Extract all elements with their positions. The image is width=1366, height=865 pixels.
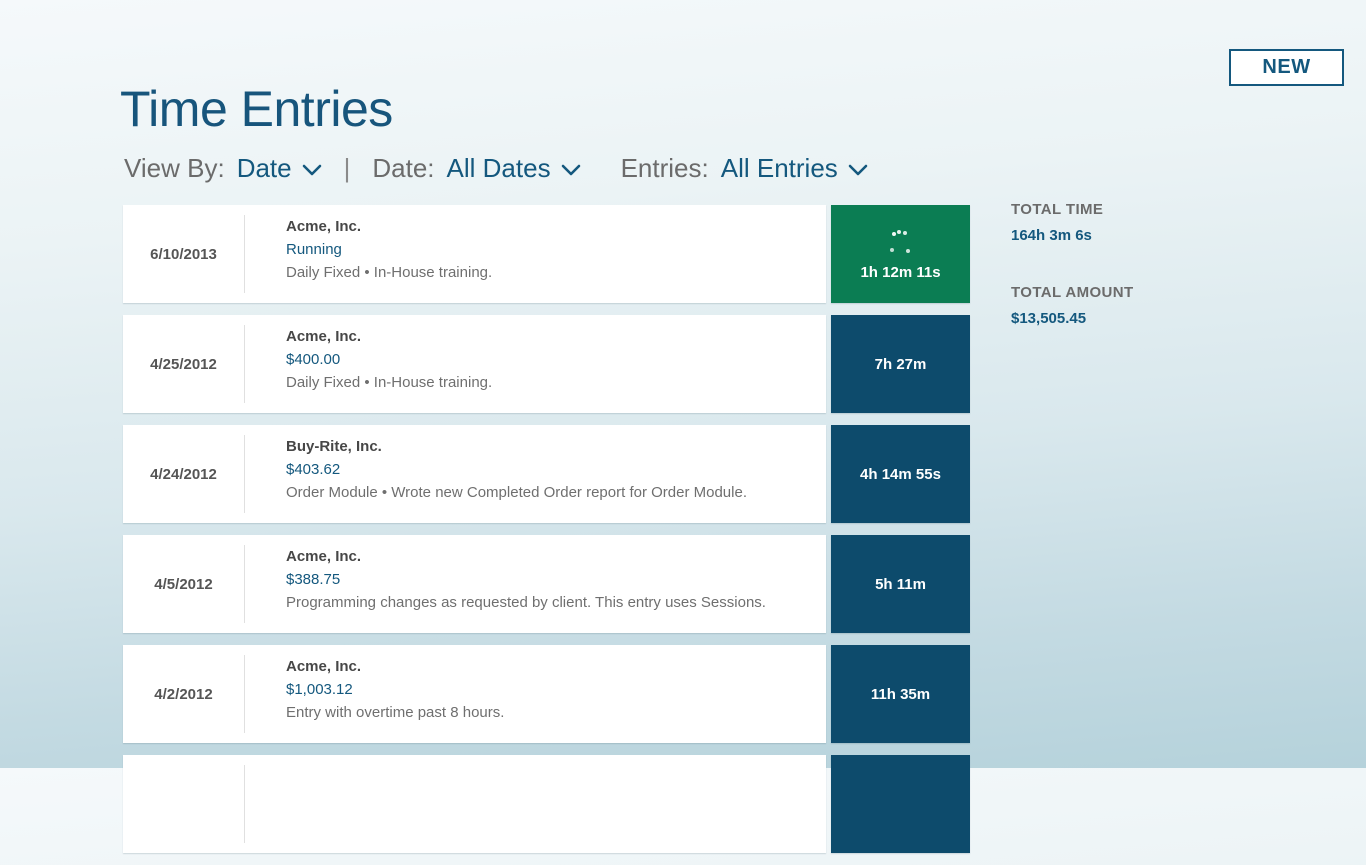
progress-ring-spinner bbox=[886, 228, 916, 258]
entry-date-column bbox=[123, 765, 245, 843]
entry-details: Acme, Inc. $388.75 Programming changes a… bbox=[245, 535, 782, 633]
entry-card[interactable]: 4/24/2012 Buy-Rite, Inc. $403.62 Order M… bbox=[123, 425, 826, 523]
filter-separator: | bbox=[343, 152, 351, 183]
entry-amount: $1,003.12 bbox=[286, 681, 353, 698]
entries-filter-value: All Entries bbox=[720, 152, 838, 183]
time-entry-row: 4/2/2012 Acme, Inc. $1,003.12 Entry with… bbox=[123, 645, 970, 743]
entries-filter-label: Entries: bbox=[620, 152, 709, 183]
entries-filter: Entries: All Entries bbox=[621, 153, 868, 184]
entry-date-column: 4/5/2012 bbox=[123, 545, 245, 623]
view-by-label: View By: bbox=[124, 152, 225, 183]
chevron-down-icon bbox=[848, 164, 868, 176]
entry-date-column: 4/25/2012 bbox=[123, 325, 245, 403]
entry-date: 4/2/2012 bbox=[154, 685, 213, 703]
entries-list: 6/10/2013 Acme, Inc. Running Daily Fixed… bbox=[123, 205, 970, 865]
total-time-block: TOTAL TIME 164h 3m 6s bbox=[1011, 201, 1311, 244]
date-filter-label: Date: bbox=[372, 152, 435, 183]
entry-amount: $388.75 bbox=[286, 571, 341, 588]
time-entry-row bbox=[123, 755, 970, 853]
total-amount-label: TOTAL AMOUNT bbox=[1011, 284, 1134, 301]
total-time-value: 164h 3m 6s bbox=[1011, 227, 1092, 244]
entry-duration: 4h 14m 55s bbox=[860, 465, 941, 483]
date-filter: Date: All Dates bbox=[372, 153, 580, 184]
time-entry-row: 4/25/2012 Acme, Inc. $400.00 Daily Fixed… bbox=[123, 315, 970, 413]
entry-card[interactable]: 4/2/2012 Acme, Inc. $1,003.12 Entry with… bbox=[123, 645, 826, 743]
filter-bar: View By: Date | Date: All Dates Entries:… bbox=[124, 148, 868, 188]
duration-badge[interactable]: 7h 27m bbox=[831, 315, 970, 413]
new-entry-button[interactable]: NEW bbox=[1229, 49, 1344, 86]
time-entry-row: 4/5/2012 Acme, Inc. $388.75 Programming … bbox=[123, 535, 970, 633]
page-title: Time Entries bbox=[120, 80, 393, 137]
view-by-dropdown[interactable]: Date bbox=[237, 153, 322, 184]
time-entry-row: 4/24/2012 Buy-Rite, Inc. $403.62 Order M… bbox=[123, 425, 970, 523]
entry-amount: $403.62 bbox=[286, 461, 341, 478]
chevron-down-icon bbox=[561, 164, 580, 176]
entry-duration: 5h 11m bbox=[875, 575, 926, 593]
entry-description: Daily Fixed • In-House training. bbox=[286, 264, 493, 281]
entry-card[interactable]: 4/25/2012 Acme, Inc. $400.00 Daily Fixed… bbox=[123, 315, 826, 413]
total-amount-value: $13,505.45 bbox=[1011, 310, 1087, 327]
entry-card[interactable]: 6/10/2013 Acme, Inc. Running Daily Fixed… bbox=[123, 205, 826, 303]
entry-date-column: 4/24/2012 bbox=[123, 435, 245, 513]
entry-amount: $400.00 bbox=[286, 351, 341, 368]
duration-badge[interactable]: 5h 11m bbox=[831, 535, 970, 633]
time-entry-row: 6/10/2013 Acme, Inc. Running Daily Fixed… bbox=[123, 205, 970, 303]
entry-client: Acme, Inc. bbox=[286, 548, 362, 565]
entry-client: Buy-Rite, Inc. bbox=[286, 438, 382, 455]
chevron-down-icon bbox=[302, 164, 321, 176]
entries-dropdown[interactable]: All Entries bbox=[721, 153, 868, 184]
entry-date: 4/24/2012 bbox=[150, 465, 217, 483]
duration-badge[interactable]: 4h 14m 55s bbox=[831, 425, 970, 523]
entry-description: Programming changes as requested by clie… bbox=[286, 594, 766, 611]
date-dropdown[interactable]: All Dates bbox=[447, 153, 581, 184]
entry-client: Acme, Inc. bbox=[286, 218, 362, 235]
entry-duration: 11h 35m bbox=[870, 685, 931, 703]
entry-description: Entry with overtime past 8 hours. bbox=[286, 704, 505, 721]
entry-date-column: 6/10/2013 bbox=[123, 215, 245, 293]
entry-date: 4/5/2012 bbox=[154, 575, 213, 593]
view-by-filter: View By: Date bbox=[124, 153, 322, 184]
entry-duration: 1h 12m 11s bbox=[860, 263, 941, 281]
view-by-value: Date bbox=[236, 152, 292, 183]
entry-details: Acme, Inc. $1,003.12 Entry with overtime… bbox=[245, 645, 520, 743]
entry-description: Order Module • Wrote new Completed Order… bbox=[286, 484, 747, 501]
entry-details: Acme, Inc. Running Daily Fixed • In-Hous… bbox=[245, 205, 508, 303]
entry-date: 4/25/2012 bbox=[150, 355, 217, 373]
entry-description: Daily Fixed • In-House training. bbox=[286, 374, 493, 391]
entry-details bbox=[245, 755, 302, 853]
entry-details: Acme, Inc. $400.00 Daily Fixed • In-Hous… bbox=[245, 315, 508, 413]
date-filter-value: All Dates bbox=[446, 152, 551, 183]
entry-card[interactable] bbox=[123, 755, 826, 853]
total-time-label: TOTAL TIME bbox=[1011, 201, 1104, 218]
entry-amount: Running bbox=[286, 241, 342, 258]
entry-duration: 7h 27m bbox=[874, 355, 927, 373]
duration-badge[interactable] bbox=[831, 755, 970, 853]
entry-date: 6/10/2013 bbox=[150, 245, 217, 263]
duration-badge[interactable]: 1h 12m 11s bbox=[831, 205, 970, 303]
entry-client: Acme, Inc. bbox=[286, 328, 362, 345]
duration-badge[interactable]: 11h 35m bbox=[831, 645, 970, 743]
entry-details: Buy-Rite, Inc. $403.62 Order Module • Wr… bbox=[245, 425, 763, 523]
totals-panel: TOTAL TIME 164h 3m 6s TOTAL AMOUNT $13,5… bbox=[1011, 201, 1311, 327]
entry-date-column: 4/2/2012 bbox=[123, 655, 245, 733]
total-amount-block: TOTAL AMOUNT $13,505.45 bbox=[1011, 284, 1311, 327]
entry-card[interactable]: 4/5/2012 Acme, Inc. $388.75 Programming … bbox=[123, 535, 826, 633]
entry-client: Acme, Inc. bbox=[286, 658, 362, 675]
